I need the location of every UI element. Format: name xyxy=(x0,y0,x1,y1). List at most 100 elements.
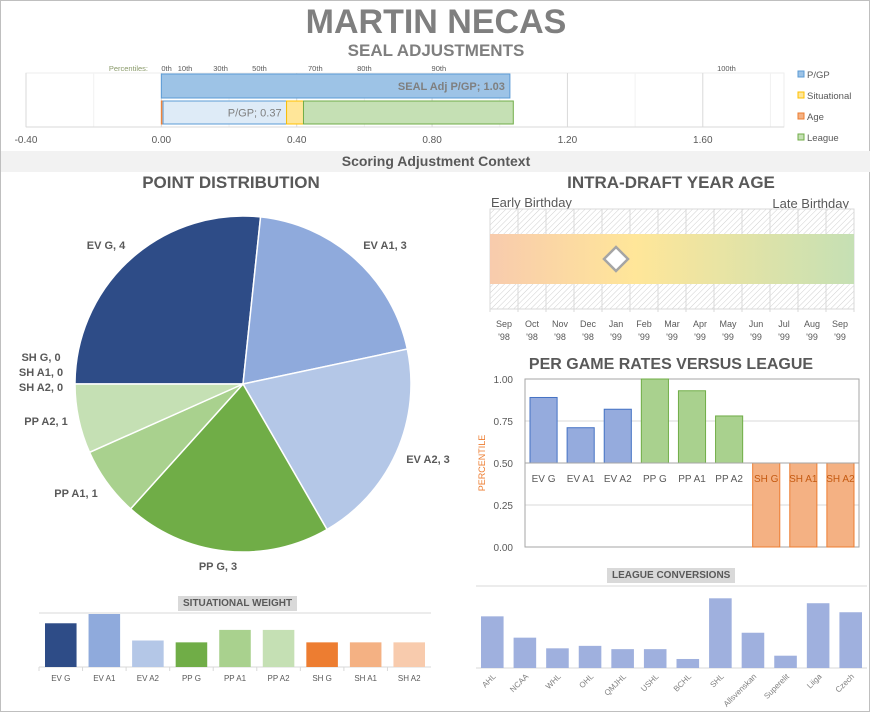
year-label: '99 xyxy=(694,332,706,342)
legend-swatch-age xyxy=(797,112,805,120)
pie-label: SH A2, 0 xyxy=(19,382,63,394)
percentile-tick-80th: 80th xyxy=(357,64,372,73)
pie-label: PP A1, 1 xyxy=(54,488,97,500)
month-label: Feb xyxy=(636,319,652,329)
x-tick-label: SH G xyxy=(312,674,332,683)
situational-weight-chart: EV G EV A1 EV A2 PP G PP A1 PP A2 SH G SH A1 SH … xyxy=(38,612,431,683)
y-axis-title: PERCENTILE xyxy=(477,435,487,492)
month-label: Oct xyxy=(525,319,540,329)
x-tick-label: SH A2 xyxy=(398,674,421,683)
year-label: '98 xyxy=(554,332,566,342)
age-title: INTRA-DRAFT YEAR AGE xyxy=(567,173,775,192)
x-tick-label: 0.40 xyxy=(287,135,307,146)
age-gradient-band xyxy=(490,234,854,284)
pie-slice-ev-g xyxy=(74,215,262,385)
x-tick-label: EV A1 xyxy=(93,674,116,683)
point-distribution-chart: EV G, 4 EV A1, 3 EV A2, 3 PP G, 3 PP A1, 1 PP… xyxy=(19,215,450,573)
x-tick-label: Superelit xyxy=(762,672,791,701)
bar-allsvenskan xyxy=(741,632,765,668)
percentile-tick-0th: 0th xyxy=(161,64,171,73)
percentile-tick-10th: 10th xyxy=(178,64,193,73)
x-tick-label: PP A2 xyxy=(715,474,743,485)
bar-shl xyxy=(709,598,732,668)
month-label: Mar xyxy=(664,319,680,329)
bar-bchl xyxy=(676,658,700,668)
bar-pp-g xyxy=(175,642,208,667)
x-tick-label: OHL xyxy=(577,672,595,690)
year-label: '99 xyxy=(666,332,678,342)
x-tick-label: PP A1 xyxy=(678,474,706,485)
x-tick-label: Liiga xyxy=(805,672,824,691)
legend-label: League xyxy=(807,133,839,144)
bar-pp-g xyxy=(640,378,669,464)
x-tick-label: 0.00 xyxy=(152,135,172,146)
percentile-tick-30th: 30th xyxy=(213,64,228,73)
x-tick-label: PP G xyxy=(182,674,201,683)
x-tick-label: AHL xyxy=(480,672,498,690)
bar-ev-a1 xyxy=(88,614,121,667)
legend-label: Age xyxy=(807,112,824,123)
y-tick-label: 0.25 xyxy=(494,501,514,512)
x-tick-label: PP A1 xyxy=(224,674,247,683)
bar-ushl xyxy=(643,649,667,668)
bar-ahl xyxy=(481,616,504,668)
y-tick-label: 0.75 xyxy=(494,417,514,428)
legend-swatch-league xyxy=(797,133,805,141)
year-label: '99 xyxy=(806,332,818,342)
age-scale-chart: Sep '98 Oct '98 Nov '98 Dec '98 Jan '99 Feb '99 Mar '… xyxy=(489,208,855,342)
year-label: '99 xyxy=(638,332,650,342)
situational-weight-title: SITUATIONAL WEIGHT xyxy=(178,596,298,611)
bar-whl xyxy=(546,648,569,668)
bar-czech xyxy=(839,612,862,668)
bar-data-label: P/GP; 0.37 xyxy=(228,108,282,120)
percentile-tick-90th: 90th xyxy=(432,64,447,73)
bar-pp-a1 xyxy=(219,629,251,667)
x-tick-label: NCAA xyxy=(508,672,531,695)
x-tick-label: PP G xyxy=(643,474,667,485)
x-tick-label: 0.80 xyxy=(422,135,442,146)
pie-label: EV G, 4 xyxy=(87,240,126,252)
bar-sh-a1 xyxy=(349,642,382,667)
bar-data-label: SEAL Adj P/GP; 1.03 xyxy=(398,81,505,93)
x-tick-label: SH A1 xyxy=(354,674,377,683)
per-game-rates-chart: 0.00 0.25 0.50 0.75 1.00 PERCENTILE EV G EV A1 E… xyxy=(477,375,860,554)
bar-pp-a2 xyxy=(262,629,295,667)
bar-segment-pgp xyxy=(160,73,511,99)
month-label: Jun xyxy=(749,319,764,329)
x-tick-label: -0.40 xyxy=(15,135,38,146)
bar-ev-a2 xyxy=(132,640,164,667)
legend-swatch-pgp xyxy=(797,70,805,78)
year-label: '99 xyxy=(778,332,790,342)
x-tick-label: EV G xyxy=(51,674,70,683)
year-label: '99 xyxy=(722,332,734,342)
bar-qmjhl xyxy=(611,649,634,668)
year-label: '98 xyxy=(498,332,510,342)
pie-label: PP G, 3 xyxy=(199,561,237,573)
year-label: '99 xyxy=(750,332,762,342)
bar-ev-g xyxy=(45,623,77,667)
bar-ncaa xyxy=(513,637,537,668)
month-label: Aug xyxy=(804,319,820,329)
x-tick-label: EV A2 xyxy=(604,474,632,485)
bar-ev-g xyxy=(529,396,558,464)
x-tick-label: EV A1 xyxy=(567,474,595,485)
late-birthday-label: Late Birthday xyxy=(772,196,849,211)
league-conversions-title: LEAGUE CONVERSIONS xyxy=(607,568,736,583)
month-label: May xyxy=(719,319,737,329)
percentiles-label: Percentiles: xyxy=(109,64,148,73)
bar-pp-a2 xyxy=(715,415,744,464)
x-tick-label: EV G xyxy=(532,474,556,485)
x-tick-label: PP A2 xyxy=(268,674,291,683)
month-label: Apr xyxy=(693,319,707,329)
month-label: Jul xyxy=(778,319,790,329)
x-tick-label: Allsvenskan xyxy=(722,672,759,709)
month-label: Sep xyxy=(496,319,512,329)
year-label: '99 xyxy=(610,332,622,342)
bar-sh-a1 xyxy=(789,462,818,548)
pie-label: EV A2, 3 xyxy=(406,454,450,466)
y-tick-label: 1.00 xyxy=(494,375,514,386)
legend-label: P/GP xyxy=(807,70,830,81)
pie-label: SH G, 0 xyxy=(21,352,60,364)
percentile-tick-70th: 70th xyxy=(308,64,323,73)
